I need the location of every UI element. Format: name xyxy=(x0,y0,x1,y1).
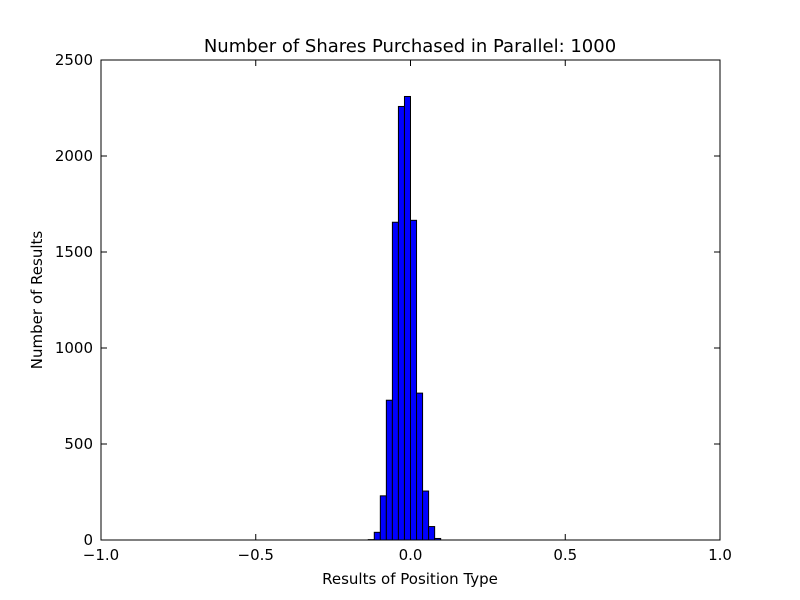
histogram-bar-6 xyxy=(403,95,412,541)
histogram-bar-9 xyxy=(422,490,430,541)
histogram-bar-1 xyxy=(373,531,381,541)
y-tick-label-2: 1000 xyxy=(55,339,93,357)
x-tick-label-2: 0.0 xyxy=(399,546,423,564)
histogram-bar-5 xyxy=(397,105,405,541)
x-axis: −1.0 −0.5 0.0 0.5 1.0 xyxy=(83,60,732,564)
x-tick-label-0: −1.0 xyxy=(83,546,119,564)
y-axis-label: Number of Results xyxy=(28,231,46,370)
histogram-bar-3 xyxy=(385,399,393,541)
y-tick-label-3: 1500 xyxy=(55,243,93,261)
x-tick-label-1: −0.5 xyxy=(238,546,274,564)
x-tick-label-3: 0.5 xyxy=(553,546,577,564)
histogram-bar-4 xyxy=(391,221,399,541)
y-tick-label-4: 2000 xyxy=(55,147,93,165)
y-axis: 0 500 1000 1500 2000 2500 xyxy=(55,51,720,549)
histogram-bar-7 xyxy=(410,219,418,541)
bar-group xyxy=(367,95,442,541)
y-tick-label-0: 0 xyxy=(83,531,93,549)
chart-title: Number of Shares Purchased in Parallel: … xyxy=(204,36,616,57)
x-tick-label-4: 1.0 xyxy=(708,546,732,564)
y-tick-label-1: 500 xyxy=(64,435,93,453)
histogram-bar-8 xyxy=(416,392,424,541)
y-tick-label-5: 2500 xyxy=(55,51,93,69)
histogram-bar-10 xyxy=(428,526,436,541)
histogram-bar-2 xyxy=(379,495,387,541)
x-axis-label: Results of Position Type xyxy=(322,570,498,588)
